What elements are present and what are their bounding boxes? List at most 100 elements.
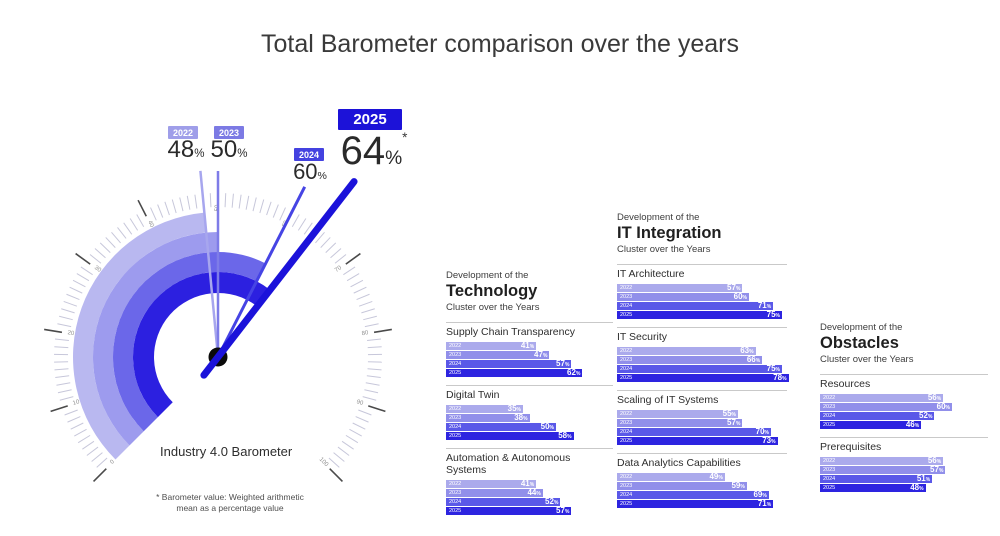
- page-title: Total Barometer comparison over the year…: [261, 30, 739, 58]
- gauge-tick-label: 40: [146, 220, 155, 229]
- gauge-year-badge-2022: 2022: [168, 126, 198, 139]
- bar-value-label: 38%: [514, 413, 528, 423]
- asterisk: *: [402, 130, 408, 145]
- percent-sign: %: [735, 286, 741, 292]
- bar-2023: 2023 38%: [446, 414, 530, 422]
- gauge-tick-minor: [54, 368, 69, 371]
- percent-sign: %: [575, 371, 581, 377]
- gauge-tick-minor: [69, 286, 83, 294]
- metric-title: IT Architecture: [617, 268, 685, 280]
- bar-2024: 2024 69%: [617, 491, 769, 499]
- bar-value-label: 35%: [507, 404, 521, 414]
- gauge-year-badge-2025: 2025: [338, 109, 402, 130]
- percent-sign: %: [542, 353, 548, 359]
- bar-2025: 2025 57%: [446, 507, 572, 515]
- bar-year-label: 2025: [823, 422, 836, 428]
- percent-sign: %: [775, 313, 780, 319]
- gauge-tick-minor: [361, 308, 375, 314]
- bar-2023: 2023 57%: [617, 418, 743, 428]
- gauge-tick-minor: [353, 286, 367, 294]
- bar-value-label: 49%: [709, 472, 723, 482]
- gauge-tick-minor: [74, 428, 87, 437]
- gauge-needle-2022: [199, 170, 220, 358]
- gauge-tick-minor: [358, 409, 372, 416]
- bar-2022: 2022 41%: [446, 342, 537, 350]
- bar-year-label: 2022: [823, 458, 836, 464]
- bar-value-label: 73%: [762, 436, 776, 446]
- bar-value-label: 75%: [766, 310, 780, 320]
- gauge-footnote: * Barometer value: Weighted arithmetic m…: [105, 492, 355, 514]
- gauge-tick-minor: [320, 237, 331, 248]
- cluster-name: IT Integration: [617, 224, 722, 242]
- bar-year-label: 2023: [823, 467, 836, 473]
- gauge-tick-major: [92, 468, 107, 483]
- gauge-tick-minor: [111, 231, 121, 244]
- gauge-tick-minor: [325, 242, 337, 253]
- gauge-tick-minor: [272, 204, 279, 218]
- bar-value-label: 70%: [755, 427, 769, 437]
- gauge-tick-major: [373, 328, 392, 334]
- gauge-tick-minor: [259, 199, 265, 214]
- gauge-tick-minor: [194, 194, 198, 209]
- gauge-tick-minor: [129, 218, 139, 231]
- gauge-tick-minor: [328, 457, 340, 468]
- metric-group: Digital Twin 2022 35% 2023 38% 2024 50% 2025 58%: [446, 385, 613, 440]
- gauge-tick-minor: [56, 382, 71, 386]
- bar-2023: 2023 44%: [446, 489, 543, 497]
- gauge-tick-minor: [54, 346, 69, 349]
- gauge-tick-minor: [63, 300, 78, 307]
- bar-2025: 2025 62%: [446, 368, 583, 378]
- percent-sign: %: [553, 500, 559, 506]
- gauge-tick-major: [329, 468, 344, 483]
- gauge-band-2025: [133, 272, 271, 418]
- gauge-tick-minor: [72, 279, 86, 288]
- percent-sign: %: [936, 396, 942, 402]
- metric-title: Data Analytics Capabilities: [617, 457, 741, 469]
- gauge-tick-minor: [279, 207, 286, 221]
- gauge-tick-minor: [364, 389, 379, 394]
- bar-2024: 2024 51%: [820, 475, 933, 483]
- bar-year-label: 2023: [449, 352, 462, 358]
- bar-2023: 2023 60%: [617, 293, 749, 301]
- cluster-name: Technology: [446, 282, 538, 300]
- percent-sign: %: [766, 502, 772, 508]
- bar-value-label: 71%: [757, 301, 772, 311]
- percent-sign: %: [945, 405, 950, 411]
- bar-value-label: 57%: [556, 359, 570, 369]
- cluster-subtitle: Cluster over the Years: [820, 354, 914, 365]
- percent-sign: %: [536, 491, 541, 497]
- bar-value-label: 56%: [927, 393, 942, 403]
- bar-value-label: 44%: [527, 488, 541, 498]
- gauge-tick-minor: [117, 227, 127, 239]
- gauge-value-2022: 48%: [167, 136, 205, 163]
- bar-value-label: 57%: [727, 418, 741, 428]
- percent-sign: %: [740, 484, 745, 490]
- cluster-pretitle: Development of the: [446, 270, 529, 281]
- percent-sign: %: [385, 148, 403, 169]
- bar-year-label: 2022: [823, 395, 836, 401]
- gauge-tick-label: 100: [318, 457, 330, 469]
- gauge-tick-minor: [343, 266, 356, 276]
- gauge-tick-major: [137, 199, 147, 217]
- bar-value-label: 62%: [567, 368, 581, 378]
- percent-sign: %: [782, 376, 787, 382]
- percent-sign: %: [749, 349, 754, 355]
- bar-year-label: 2023: [620, 357, 633, 363]
- bar-value-label: 52%: [545, 497, 559, 507]
- bar-year-label: 2024: [620, 492, 633, 498]
- gauge-tick-minor: [209, 193, 212, 208]
- gauge-needle-2025: [200, 178, 358, 379]
- gauge-tick-label: 0: [109, 459, 116, 466]
- percent-sign: %: [764, 430, 769, 436]
- percent-sign: %: [919, 486, 924, 492]
- metric-group: Scaling of IT Systems 2022 55% 2023 57% 2024 7…: [617, 390, 787, 445]
- bar-year-label: 2025: [449, 433, 462, 439]
- gauge-tick-minor: [245, 195, 250, 210]
- percent-sign: %: [567, 434, 572, 440]
- bar-value-label: 50%: [540, 422, 554, 432]
- bar-year-label: 2024: [449, 424, 462, 430]
- gauge-tick-minor: [362, 396, 377, 401]
- gauge-tick-label: 30: [93, 265, 102, 274]
- bar-value-label: 75%: [766, 364, 780, 374]
- gauge-tick-major: [368, 405, 386, 413]
